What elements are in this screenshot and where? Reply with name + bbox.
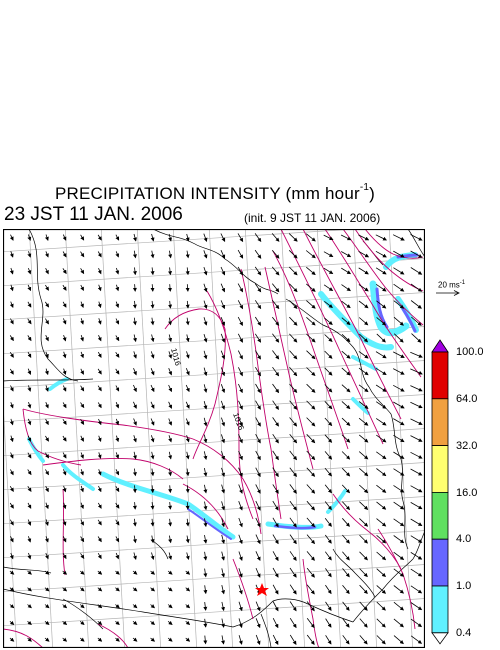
- legend-cap-bottom: [431, 632, 449, 645]
- legend-cap-top: [431, 339, 449, 353]
- map-title: PRECIPITATION INTENSITY (mm hour-1): [0, 182, 430, 204]
- legend-label-32: 32.0: [456, 440, 478, 452]
- legend-label-4: 4.0: [456, 533, 472, 545]
- legend-swatch: [431, 351, 449, 400]
- title-unit-exponent: -1: [359, 182, 370, 194]
- legend-label-1: 1.0: [456, 580, 472, 592]
- title-close: ): [369, 184, 376, 203]
- wind-scale-text: 20 ms: [438, 280, 460, 290]
- legend-swatch: [431, 398, 449, 446]
- color-legend: [431, 339, 449, 645]
- wind-scale-label: 20 ms-1: [438, 280, 465, 290]
- init-time: (init. 9 JST 11 JAN. 2006): [244, 211, 381, 225]
- wind-scale-exponent: -1: [459, 280, 466, 286]
- wind-scale-arrow: [436, 290, 460, 296]
- legend-swatch: [431, 491, 449, 540]
- coastlines: [3, 229, 425, 648]
- valid-time: 23 JST 11 JAN. 2006: [4, 204, 183, 225]
- legend-label-64: 64.0: [456, 393, 478, 405]
- legend-label-04: 0.4: [456, 627, 472, 639]
- map-frame: [3, 229, 425, 648]
- legend-label-100: 100.0: [456, 346, 484, 358]
- legend-swatch: [431, 538, 449, 587]
- precipitation-map: 1016 1016: [3, 229, 425, 648]
- title-main: PRECIPITATION INTENSITY (mm hour: [54, 184, 360, 203]
- time-line: 23 JST 11 JAN. 2006 (init. 9 JST 11 JAN.…: [4, 204, 434, 230]
- location-star-icon: [255, 583, 269, 596]
- legend-swatch: [431, 585, 449, 634]
- legend-label-16: 16.0: [456, 487, 478, 499]
- legend-swatch: [431, 445, 449, 493]
- wind-vectors: [9, 233, 423, 646]
- isobars: [3, 229, 424, 648]
